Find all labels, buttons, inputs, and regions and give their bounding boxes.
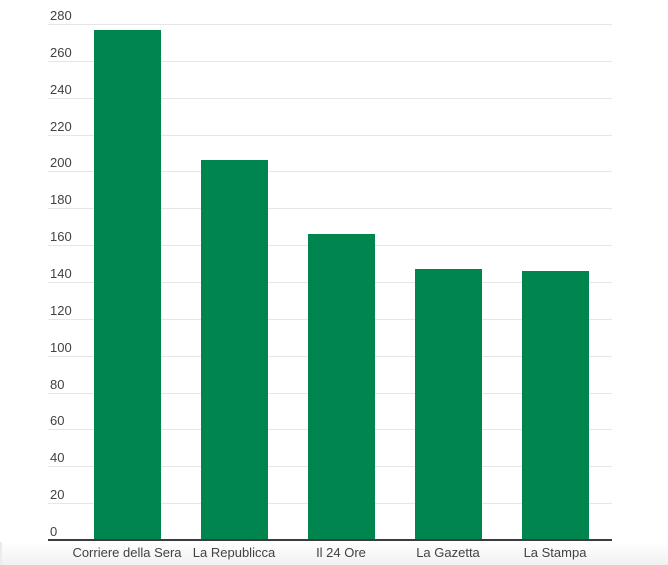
x-axis-label-il-24-ore: Il 24 Ore bbox=[316, 545, 366, 560]
y-axis-tick-label: 20 bbox=[50, 487, 65, 502]
y-axis-tick-label: 0 bbox=[50, 524, 58, 539]
x-axis-label-la-republicca: La Republicca bbox=[192, 545, 276, 560]
bar-il-24-ore bbox=[308, 234, 375, 540]
y-axis-tick-label: 100 bbox=[50, 340, 72, 355]
y-axis-tick-label: 220 bbox=[50, 119, 72, 134]
y-axis-tick-label: 160 bbox=[50, 229, 72, 244]
x-axis-label-corriere-della-sera: Corriere della Sera bbox=[72, 545, 182, 560]
y-axis-tick-label: 60 bbox=[50, 413, 65, 428]
bar-la-stampa bbox=[522, 271, 589, 540]
y-axis-tick-label: 80 bbox=[50, 377, 65, 392]
gridline bbox=[48, 61, 612, 62]
y-axis-tick-label: 200 bbox=[50, 155, 72, 170]
bar-la-gazetta bbox=[415, 269, 482, 540]
x-axis-label-la-gazetta: La Gazetta bbox=[416, 545, 480, 560]
y-axis-tick-label: 40 bbox=[50, 450, 65, 465]
gridline bbox=[48, 171, 612, 172]
bar-la-republicca bbox=[201, 160, 268, 540]
gridline bbox=[48, 135, 612, 136]
bar-corriere-della-sera bbox=[94, 30, 161, 540]
y-axis-tick-label: 280 bbox=[50, 8, 72, 23]
gridline bbox=[48, 24, 612, 25]
gridline bbox=[48, 98, 612, 99]
gridline bbox=[48, 208, 612, 209]
y-axis-tick-label: 120 bbox=[50, 303, 72, 318]
y-axis-tick-label: 240 bbox=[50, 82, 72, 97]
y-axis-tick-label: 180 bbox=[50, 192, 72, 207]
footer-fade bbox=[0, 542, 668, 565]
y-axis-tick-label: 140 bbox=[50, 266, 72, 281]
x-axis-label-la-stampa: La Stampa bbox=[523, 545, 587, 560]
y-axis-tick-label: 260 bbox=[50, 45, 72, 60]
x-axis-line bbox=[48, 539, 612, 541]
